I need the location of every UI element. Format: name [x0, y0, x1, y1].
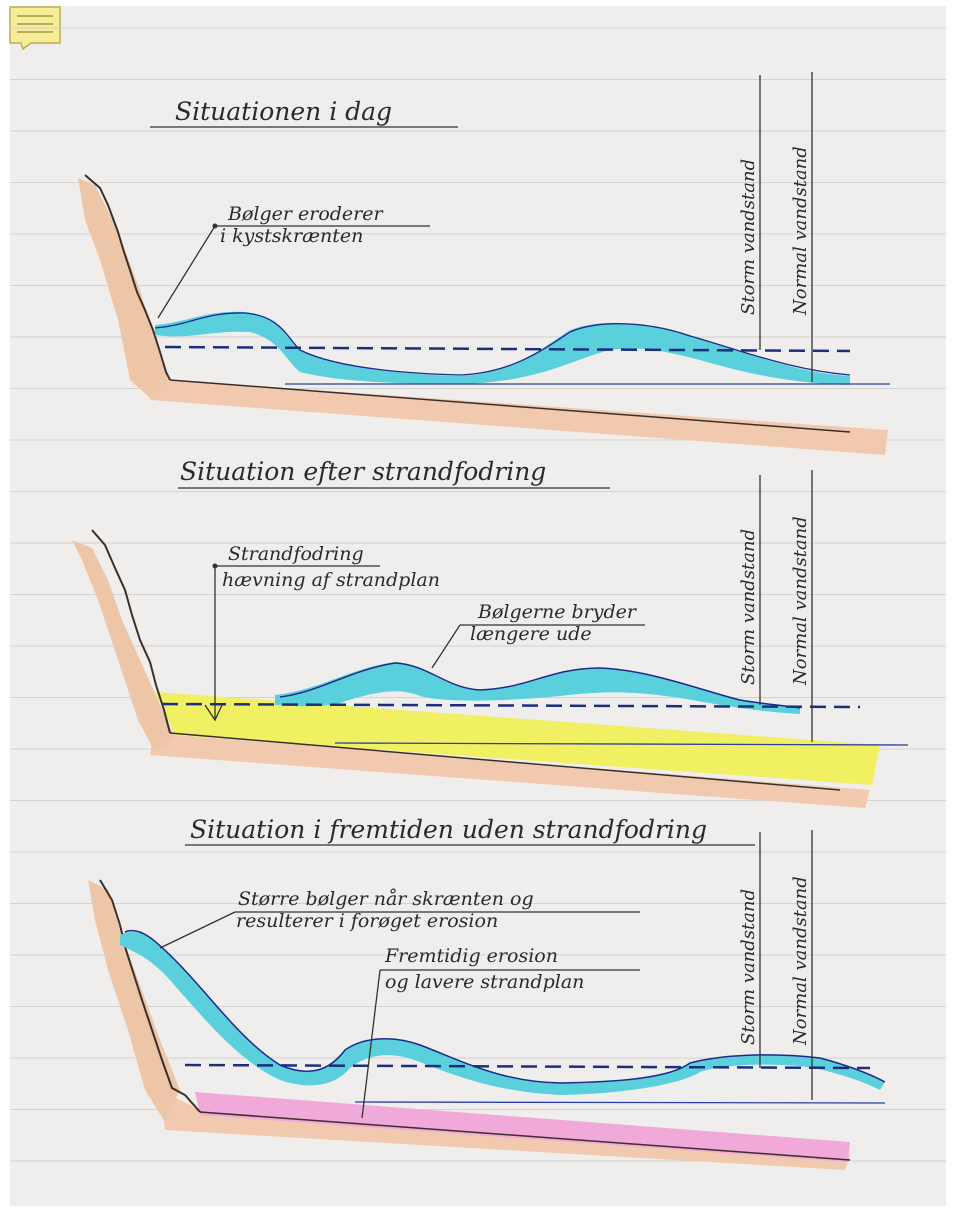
callout2-line-2: og lavere strandplan: [385, 971, 584, 993]
callout-text: Bølger eroderer i kystskrænten: [220, 203, 389, 247]
panel-title: Situation efter strandfodring: [180, 457, 546, 486]
storm-level-dashed-line: [164, 345, 851, 353]
callout-line-1: Strandfodring: [228, 543, 364, 565]
storm-vandstand-label: Storm vandstand: [738, 889, 759, 1045]
normal-vandstand-label: Normal vandstand: [790, 516, 811, 686]
cliff-line: [91, 529, 171, 734]
callout2-line-1: Bølgerne bryder: [477, 601, 638, 623]
callout-text-2: Bølgerne bryder længere ude: [470, 601, 642, 645]
cliff-line: [99, 879, 201, 1113]
cliff-line: [84, 174, 171, 381]
water-band: [275, 662, 800, 714]
water-band: [155, 311, 850, 385]
callout2-line-1: Fremtidig erosion: [384, 945, 558, 967]
callout-leader: [204, 565, 380, 722]
sand-nourishment: [155, 692, 880, 785]
callout-text-2: Fremtidig erosion og lavere strandplan: [384, 945, 584, 993]
callout-text: Større bølger når skrænten og resulterer…: [236, 888, 540, 932]
callout-line-2: resulterer i forøget erosion: [236, 910, 498, 932]
seabed-shade: [150, 378, 888, 455]
callout-leader: [159, 911, 640, 949]
seabed-shade: [160, 1090, 850, 1170]
callout-leader: [361, 969, 640, 1119]
panel-title: Situationen i dag: [175, 97, 392, 126]
normal-vandstand-label: Normal vandstand: [790, 146, 811, 316]
callout2-line-2: længere ude: [470, 623, 592, 645]
water-surface-line: [154, 312, 851, 376]
callout-line-2: i kystskrænten: [220, 225, 363, 247]
seabed-shade: [150, 720, 870, 808]
water-surface-line: [124, 929, 886, 1084]
normal-vandstand-label: Normal vandstand: [790, 876, 811, 1046]
panel-after-nourishment: Situation efter strandfodring Strandfodr…: [72, 457, 909, 808]
storm-vandstand-label: Storm vandstand: [738, 159, 759, 315]
water-surface-line: [279, 662, 801, 709]
callout-leader: [157, 225, 430, 319]
future-erosion-band: [195, 1092, 850, 1162]
callout-line-1: Større bølger når skrænten og: [238, 888, 534, 910]
seabed-line: [169, 732, 841, 791]
normal-level-line: [354, 1101, 886, 1104]
normal-level-line: [334, 742, 909, 746]
panel-today: Situationen i dag Bølger eroderer i kyst…: [78, 72, 890, 455]
cliff-shade: [72, 540, 175, 752]
callout-text: Strandfodring hævning af strandplan: [222, 543, 440, 591]
storm-level-dashed-line: [184, 1063, 871, 1070]
cliff-shade: [88, 880, 180, 1122]
callout-line-1: Bølger eroderer: [227, 203, 385, 225]
callout-leader: [431, 624, 645, 669]
panel-future-without-nourishment: Situation i fremtiden uden strandfodring…: [88, 815, 886, 1170]
seabed-line: [169, 379, 851, 433]
storm-vandstand-label: Storm vandstand: [738, 529, 759, 685]
storm-level-dashed-line: [161, 702, 861, 709]
seabed-line: [199, 1111, 851, 1161]
panel-title: Situation i fremtiden uden strandfodring: [190, 815, 707, 844]
callout-line-2: hævning af strandplan: [222, 569, 440, 591]
cliff-shade: [78, 178, 168, 398]
